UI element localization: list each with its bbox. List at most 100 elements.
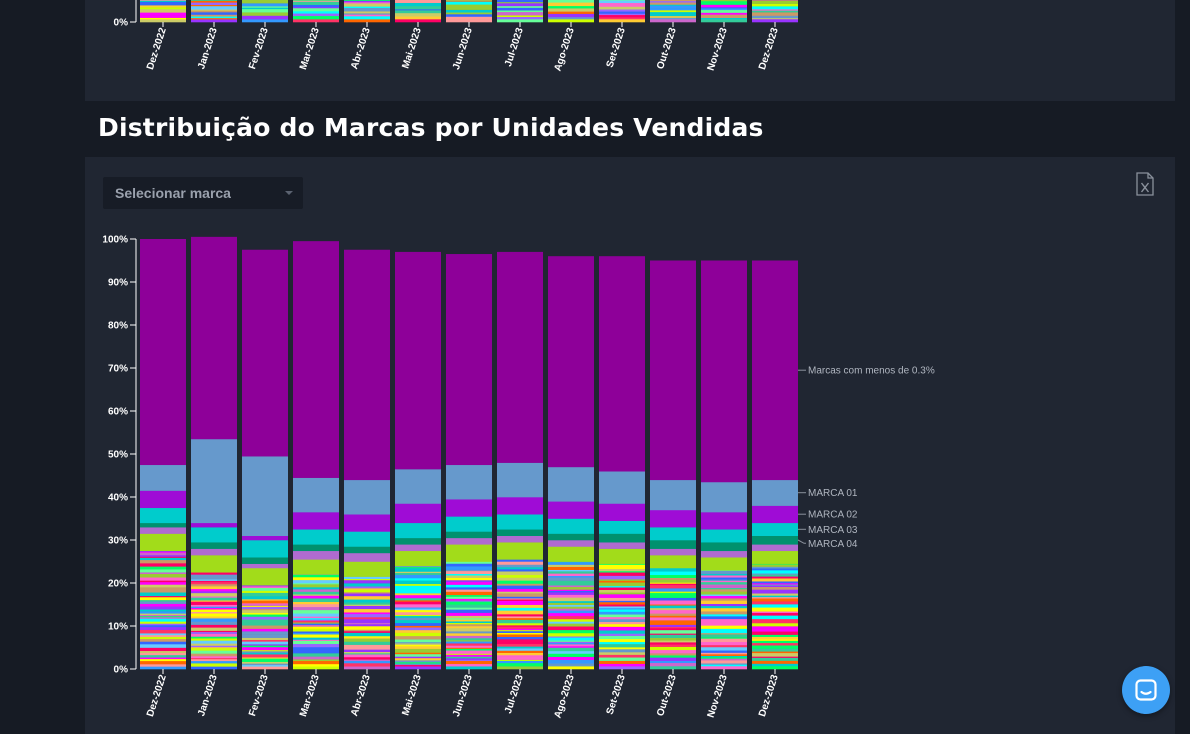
bar-segment-minor — [140, 557, 186, 561]
bar-segment-minor — [293, 660, 339, 665]
bar-segment-minor — [599, 3, 645, 7]
bar-segment-minor — [293, 609, 339, 614]
bar-segment-minor — [497, 593, 543, 597]
x-axis-tick-label: Mai-2023 — [400, 673, 424, 717]
bar-segment-marca-01 — [140, 464, 186, 491]
bar-segment-minor — [293, 589, 339, 592]
bar-segment-minor — [497, 604, 543, 608]
bar-segment-marca-02 — [548, 501, 594, 519]
bar-segment-minor — [497, 602, 543, 605]
bar-segment-minor — [599, 580, 645, 583]
bar-segment-minor — [140, 587, 186, 590]
bar-segment-minor — [599, 652, 645, 655]
bar-segment-minor — [191, 9, 237, 11]
bar-segment-minor — [548, 612, 594, 617]
top-bar-Jan-2023 — [191, 0, 237, 23]
bar-segment-minor — [344, 622, 390, 625]
bar-segment-minor — [650, 584, 696, 589]
bar-segment-marca-01 — [701, 481, 747, 513]
bar-segment-minor — [701, 570, 747, 571]
x-axis-tick-label: Fev-2023 — [247, 673, 271, 718]
bar-segment-minor — [242, 608, 288, 611]
bar-segment-minor — [701, 637, 747, 639]
bar-segment-minor — [701, 14, 747, 18]
bar-segment-minor — [548, 580, 594, 583]
bar-segment-minor — [446, 598, 492, 601]
bar-segment-minor — [548, 653, 594, 657]
bar-segment-marca-04 — [191, 542, 237, 549]
excel-export-icon[interactable] — [1134, 172, 1156, 196]
bar-segment-minor — [548, 5, 594, 9]
brand-select[interactable]: Selecionar marca — [103, 177, 303, 209]
bar-segment-minor — [752, 585, 798, 588]
bar-segment-minor — [446, 647, 492, 649]
x-axis-tick-label: Mar-2023 — [298, 673, 322, 718]
bar-segment-minor — [191, 618, 237, 622]
legend-label: Marcas com menos de 0.3% — [808, 366, 935, 377]
bar-segment-minor — [140, 572, 186, 575]
bar-segment-minor — [548, 621, 594, 624]
bar-segment-minor — [140, 566, 186, 570]
bar-segment-minor — [446, 612, 492, 616]
bar-segment-minor — [395, 5, 441, 10]
bar-segment-minor — [293, 623, 339, 625]
bar-Ago-2023 — [548, 256, 594, 670]
bar-segment-minor — [752, 640, 798, 644]
bar-segment-minor — [497, 614, 543, 617]
bar-segment-minor — [752, 570, 798, 574]
bar-segment-marca-03 — [140, 507, 186, 524]
bar-segment-minor — [497, 650, 543, 653]
bar-segment-minor — [548, 597, 594, 602]
bar-segment-minor — [497, 10, 543, 13]
bar-segment-minor — [293, 632, 339, 635]
bar-segment-minor — [140, 577, 186, 581]
bar-segment-minor — [701, 638, 747, 643]
bar-segment-marca-04 — [548, 533, 594, 541]
bar-segment-minor — [497, 617, 543, 620]
bar-segment-minor — [395, 656, 441, 659]
bar-segment-minor — [752, 578, 798, 582]
bar-Mar-2023 — [293, 241, 339, 670]
bar-segment-minor — [140, 614, 186, 617]
bar-segment-minor — [701, 611, 747, 615]
bar-segment-minor — [446, 643, 492, 646]
y-axis-tick-label: 80% — [108, 321, 128, 332]
bar-segment-marca-01 — [191, 438, 237, 524]
bar-segment-minor — [497, 0, 543, 3]
y-axis-tick-label: 90% — [108, 278, 128, 289]
bar-segment-minor — [548, 642, 594, 645]
bar-segment-minor — [293, 613, 339, 617]
bar-segment-minor — [446, 596, 492, 599]
bar-segment-minor — [395, 617, 441, 621]
bar-segment-minor — [140, 609, 186, 612]
bar-segment-minor — [701, 581, 747, 585]
bar-segment-minor — [446, 617, 492, 620]
x-axis-tick-label: Dez-2023 — [757, 673, 781, 718]
bar-segment-minor — [242, 657, 288, 659]
y-axis-tick-label: 20% — [108, 579, 128, 590]
bar-segment-series-1 — [446, 544, 492, 562]
bar-segment-minor — [701, 587, 747, 590]
bar-segment-minor — [242, 666, 288, 670]
bar-segment-minor — [548, 656, 594, 661]
bar-segment-minor — [395, 601, 441, 605]
bar-segment-minor — [395, 664, 441, 667]
bar-segment-minor — [395, 666, 441, 670]
bar-segment-minor — [344, 3, 390, 7]
bar-segment-minor — [701, 12, 747, 15]
top-bar-Set-2023 — [599, 0, 645, 23]
bar-segment-minor — [242, 606, 288, 610]
chat-button[interactable] — [1122, 666, 1170, 714]
bar-segment-minor — [599, 9, 645, 12]
bar-segment-minor — [242, 585, 288, 587]
bar-segment-minor — [395, 657, 441, 661]
y-axis-tick-label: 0% — [114, 18, 129, 29]
bar-segment-minor — [752, 651, 798, 654]
bar-segment-minor — [344, 647, 390, 650]
bar-segment-marca-03 — [650, 527, 696, 541]
bar-segment-minor — [140, 654, 186, 658]
bar-segment-minor — [446, 604, 492, 608]
bar-segment-minor — [701, 607, 747, 612]
y-axis-tick-label: 60% — [108, 407, 128, 418]
bar-segment-series-2 — [395, 544, 441, 552]
